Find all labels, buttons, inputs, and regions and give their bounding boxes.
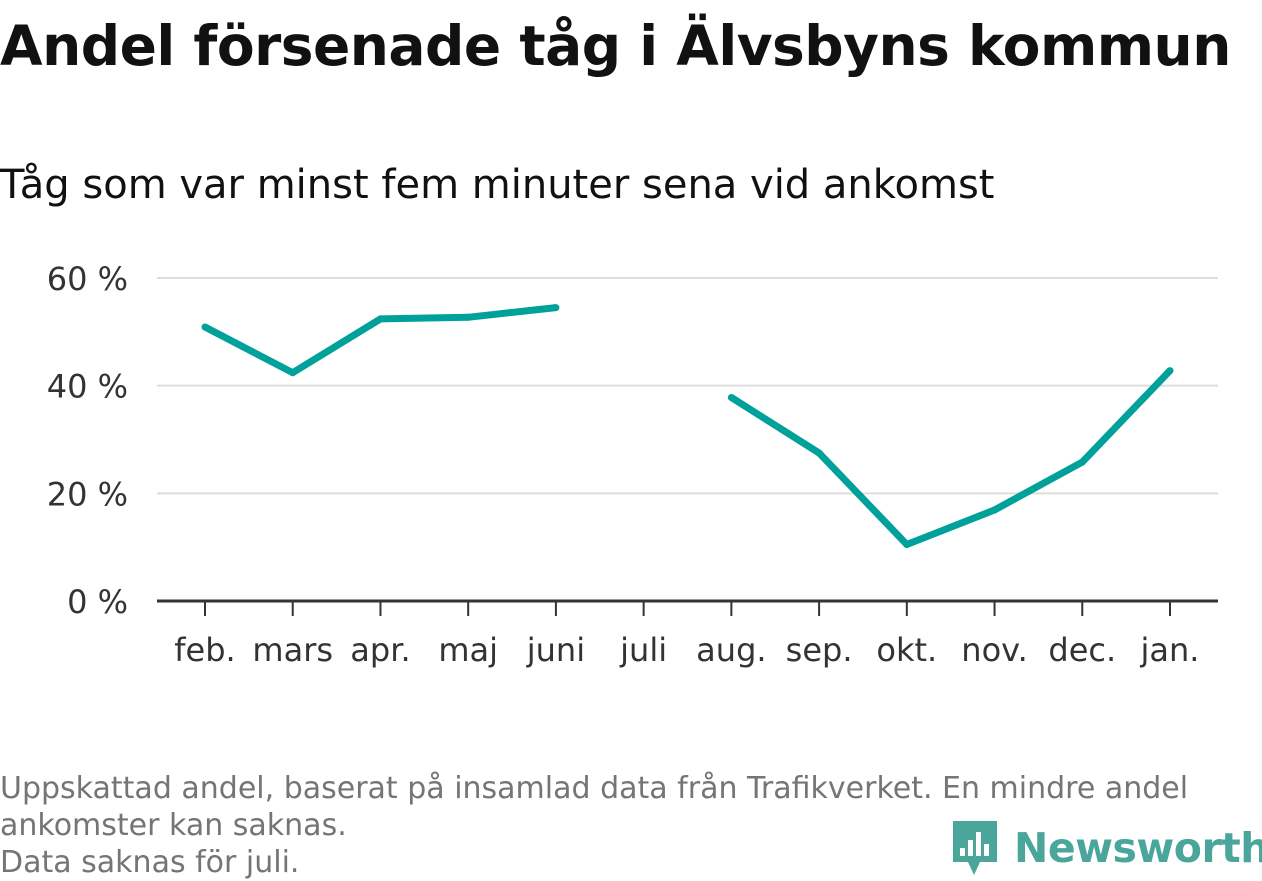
x-tick-label: mars xyxy=(252,631,333,669)
data-point xyxy=(903,540,911,548)
x-tick-label: dec. xyxy=(1048,631,1116,669)
brand-logo: Newsworthy xyxy=(950,818,1262,878)
data-point xyxy=(289,369,297,377)
x-tick-label: jan. xyxy=(1140,631,1200,669)
gridlines xyxy=(157,277,1218,495)
data-point xyxy=(201,323,209,331)
x-tick-label: aug. xyxy=(696,631,766,669)
series-line-segment xyxy=(729,368,1173,548)
x-tick-label: juli xyxy=(619,631,667,669)
chart-subtitle: Tåg som var minst fem minuter sena vid a… xyxy=(0,162,995,208)
x-tick-label: sep. xyxy=(786,631,853,669)
chart-title: Andel försenade tåg i Älvsbyns kommun xyxy=(0,14,1231,78)
data-point xyxy=(464,313,472,321)
series-lines xyxy=(201,304,1174,548)
chart-footnote: Uppskattad andel, baserat på insamlad da… xyxy=(0,770,1250,881)
x-tick-label: apr. xyxy=(350,631,410,669)
brand-name: Newsworthy xyxy=(1014,824,1262,872)
x-tick-label: feb. xyxy=(174,631,235,669)
newsworthy-logo-icon xyxy=(953,821,997,875)
x-axis-ticks: feb. mars apr. maj juni juli aug. sep. okt. nov. d… xyxy=(174,601,1199,669)
y-tick-label: 60 % xyxy=(47,260,128,298)
data-point xyxy=(1166,367,1174,375)
footnote-line-2: ankomster kan saknas. xyxy=(0,808,347,843)
x-tick-label: maj xyxy=(438,631,498,669)
data-point xyxy=(376,315,384,323)
data-point xyxy=(815,449,823,457)
y-tick-label: 20 % xyxy=(47,475,128,513)
y-tick-label: 40 % xyxy=(47,368,128,406)
data-point xyxy=(991,506,999,514)
footnote-line-1: Uppskattad andel, baserat på insamlad da… xyxy=(0,771,1189,806)
y-axis-tick-labels: 0 % 20 % 40 % 60 % xyxy=(47,260,128,621)
y-tick-label: 0 % xyxy=(67,583,128,621)
footnote-line-3: Data saknas för juli. xyxy=(0,845,300,880)
data-point xyxy=(1078,458,1086,466)
x-tick-label: okt. xyxy=(876,631,937,669)
data-point xyxy=(727,394,735,402)
x-tick-label: juni xyxy=(526,631,585,669)
data-point xyxy=(552,304,560,312)
x-tick-label: nov. xyxy=(961,631,1027,669)
